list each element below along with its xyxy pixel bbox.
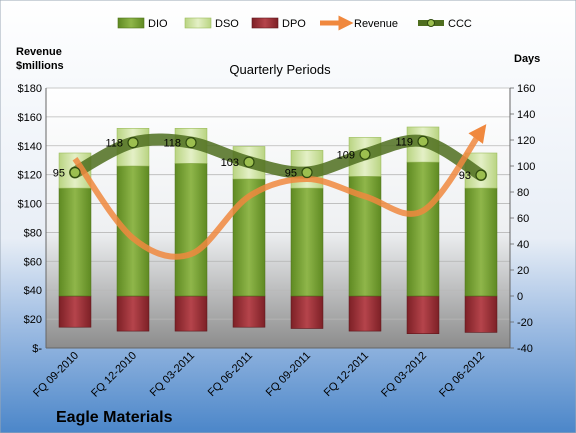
bar-dpo	[116, 295, 150, 332]
left-tick-label: $140	[18, 141, 42, 153]
bar-dpo	[290, 295, 324, 329]
ccc-data-label: 103	[221, 157, 239, 169]
ccc-marker	[301, 166, 313, 179]
ccc-data-label: 95	[285, 168, 297, 180]
right-tick-label: 60	[517, 213, 529, 225]
legend: DIO DSO DPO Revenue CCC	[117, 15, 472, 31]
legend-label: DIO	[148, 18, 168, 30]
left-axis-title-line2: $millions	[16, 60, 64, 72]
ccc-data-label: 118	[105, 138, 123, 150]
right-tick-label: -20	[517, 317, 533, 329]
legend-label: DPO	[282, 18, 306, 30]
ccc-marker	[417, 135, 429, 147]
ccc-data-label: 119	[395, 136, 413, 148]
company-name: Eagle Materials	[56, 409, 173, 426]
left-tick-label: $-	[32, 343, 42, 355]
left-tick-label: $160	[18, 112, 42, 124]
ccc-data-label: 109	[337, 149, 355, 161]
ccc-marker	[243, 156, 255, 168]
revenue-line	[72, 124, 487, 260]
ccc-marker	[127, 137, 139, 149]
ccc-data-label: 95	[53, 168, 65, 180]
right-tick-label: 140	[517, 109, 535, 121]
legend-swatch-dpo	[251, 17, 279, 29]
ccc-data-label: 93	[459, 170, 471, 182]
lines: 95 118 118 103 95 109 119 93	[53, 124, 487, 260]
ccc-marker	[185, 137, 197, 149]
right-tick-label: 80	[517, 187, 529, 199]
bar-dpo	[174, 295, 208, 332]
legend-label: DSO	[215, 18, 239, 30]
legend-label: CCC	[448, 18, 472, 30]
ccc-marker	[475, 169, 487, 181]
bar-dio	[406, 161, 440, 297]
right-tick-label: -40	[517, 343, 533, 355]
bar-dpo	[464, 295, 498, 333]
right-tick-label: 100	[517, 161, 535, 173]
legend-swatch-dso	[184, 17, 212, 29]
bar-dio	[290, 187, 324, 297]
legend-swatch-ccc-marker	[427, 19, 435, 27]
left-tick-label: $60	[24, 256, 42, 268]
ccc-marker	[69, 166, 81, 179]
bar-dio	[58, 187, 92, 297]
ccc-marker	[359, 148, 371, 160]
bar-dpo	[58, 295, 92, 328]
bar-dpo	[348, 295, 382, 332]
bar-dpo	[406, 295, 440, 335]
right-tick-label: 20	[517, 265, 529, 277]
left-tick-label: $40	[24, 285, 42, 297]
left-tick-label: $180	[18, 83, 42, 95]
legend-swatch-dio	[117, 17, 145, 29]
right-tick-label: 160	[517, 83, 535, 95]
right-tick-label: 0	[517, 291, 523, 303]
left-tick-label: $80	[24, 227, 42, 239]
left-tick-label: $20	[24, 314, 42, 326]
left-tick-label: $120	[18, 170, 42, 182]
left-axis-title-line1: Revenue	[16, 46, 62, 58]
right-axis-title: Days	[514, 53, 540, 65]
bar-dio	[464, 187, 498, 297]
chart-title: Quarterly Periods	[229, 62, 331, 77]
legend-label: Revenue	[354, 18, 398, 30]
bar-dpo	[232, 295, 266, 328]
ccc-data-label: 118	[163, 138, 181, 150]
right-tick-label: 40	[517, 239, 529, 251]
bar-dio	[174, 163, 208, 297]
left-tick-label: $100	[18, 199, 42, 211]
right-tick-label: 120	[517, 135, 535, 147]
